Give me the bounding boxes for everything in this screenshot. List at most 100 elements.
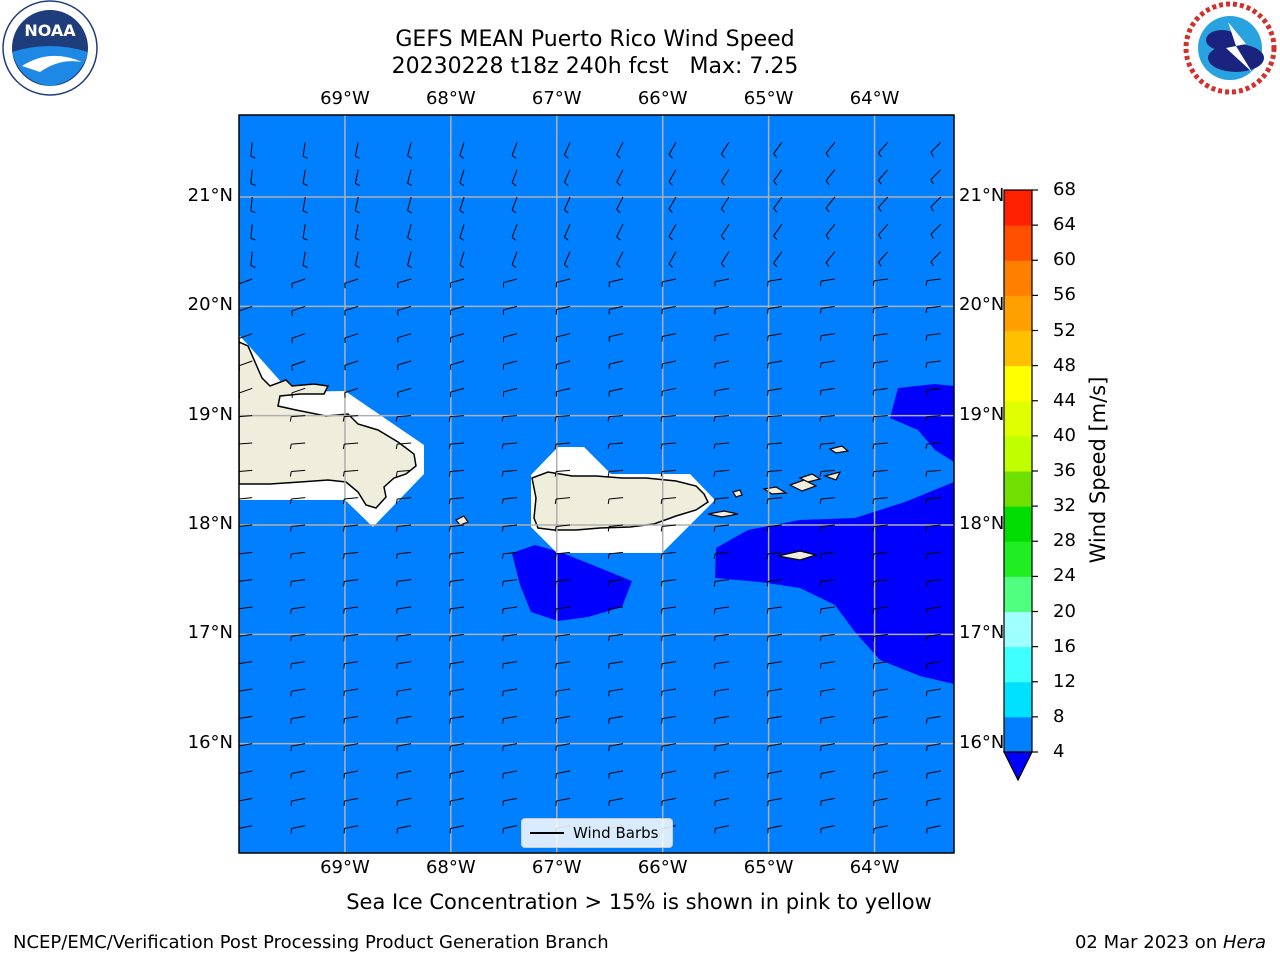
wind-barb (766, 415, 782, 422)
lon-tick-top-0: 69°W (320, 88, 370, 109)
wind-barb (820, 743, 835, 752)
wind-barb (820, 715, 835, 724)
wind-barb (302, 224, 308, 241)
wind-barb (343, 579, 359, 587)
wind-barb (554, 579, 571, 587)
wind-barb (344, 387, 359, 398)
wind-barb (773, 224, 783, 240)
wind-barb (608, 715, 624, 724)
wind-barb (616, 224, 624, 241)
wind-barb (554, 469, 571, 477)
wind-barb (878, 142, 889, 158)
wind-barb (714, 797, 730, 807)
wind-barb (766, 469, 782, 477)
lat-tick-left-4: 17°N (187, 622, 233, 644)
lon-tick-bottom-1: 68°W (425, 857, 476, 878)
wind-barb (668, 196, 677, 214)
wind-barb (878, 251, 889, 267)
wind-barb (342, 442, 359, 450)
wind-barb (555, 387, 571, 397)
wind-barb (720, 169, 730, 186)
wind-barb (926, 770, 941, 779)
wind-barb (239, 743, 253, 747)
wind-barb (343, 606, 359, 614)
wind-barb (343, 551, 359, 559)
wind-barb (448, 469, 465, 477)
wind-barb (344, 333, 359, 343)
wind-barb (608, 661, 624, 669)
wind-barb (511, 169, 518, 187)
wind-barb (873, 770, 888, 779)
wind-barb (450, 360, 465, 370)
wind-barb (354, 142, 361, 159)
wind-barb (554, 442, 571, 450)
wind-barb (343, 688, 359, 697)
wind-barb (502, 743, 518, 752)
wind-barb (343, 743, 359, 752)
wind-barb (563, 169, 571, 187)
colorbar-tick-44: 44 (1053, 389, 1076, 411)
wind-barb (555, 770, 571, 779)
wind-barb (872, 305, 888, 314)
lat-tick-left-5: 16°N (187, 731, 233, 753)
wind-barb (872, 606, 888, 614)
wind-barb (766, 633, 782, 642)
wind-barb (766, 524, 782, 532)
lat-tick-left-0: 21°N (187, 185, 233, 206)
colorbar-tick-24: 24 (1053, 565, 1076, 587)
wind-barb (459, 196, 465, 214)
wind-barb (825, 251, 836, 267)
wind-barb (250, 224, 256, 241)
colorbar-tick-8: 8 (1053, 705, 1065, 727)
wind-barb (767, 825, 782, 834)
wind-barb (291, 305, 306, 316)
wind-barb (290, 661, 306, 669)
colorbar-tick-48: 48 (1053, 354, 1076, 376)
wind-barb (878, 224, 889, 240)
wind-barb (250, 142, 256, 159)
wind-barb (290, 797, 306, 807)
wind-barb (344, 360, 359, 371)
colorbar (1003, 189, 1038, 782)
wind-barb (396, 661, 412, 669)
wind-barb (767, 387, 782, 396)
wind-barb (607, 442, 624, 450)
wind-barb (819, 469, 835, 477)
colorbar-segment-24 (1004, 541, 1032, 577)
wind-barb (239, 633, 253, 637)
wind-barb (668, 251, 677, 268)
wind-barb (501, 469, 518, 477)
colorbar-segment-48 (1004, 330, 1032, 367)
lon-tick-top-5: 64°W (849, 88, 900, 109)
wind-barb (767, 278, 782, 287)
wind-barb (449, 661, 465, 669)
colorbar-tick-12: 12 (1053, 670, 1076, 692)
wind-barb (714, 825, 730, 834)
wind-barb (291, 333, 306, 344)
wind-barb (720, 196, 730, 213)
wind-barb (819, 360, 835, 369)
wind-barb (563, 224, 571, 241)
lon-tick-top-3: 66°W (637, 88, 688, 109)
wind-barb (395, 469, 412, 477)
wind-barb (616, 196, 624, 214)
wind-barb (714, 715, 729, 724)
colorbar-segment-4 (1004, 716, 1032, 753)
wind-barb (290, 524, 306, 532)
wind-barb (302, 169, 308, 186)
wind-barb (354, 224, 361, 241)
colorbar-label: Wind Speed [m/s] (1086, 376, 1110, 564)
wind-barb (825, 196, 836, 213)
wind-barb (344, 305, 359, 316)
land-mona-island (455, 515, 469, 526)
wind-barb (239, 442, 253, 445)
wind-barb (608, 305, 624, 315)
wind-barb (397, 387, 412, 398)
wind-barb (714, 360, 730, 369)
wind-barb (872, 387, 888, 396)
wind-barb (343, 825, 359, 834)
wind-barb (239, 524, 253, 527)
legend-label: Wind Barbs (573, 824, 659, 842)
wind-barb (448, 497, 465, 505)
wind-barb (872, 633, 888, 642)
